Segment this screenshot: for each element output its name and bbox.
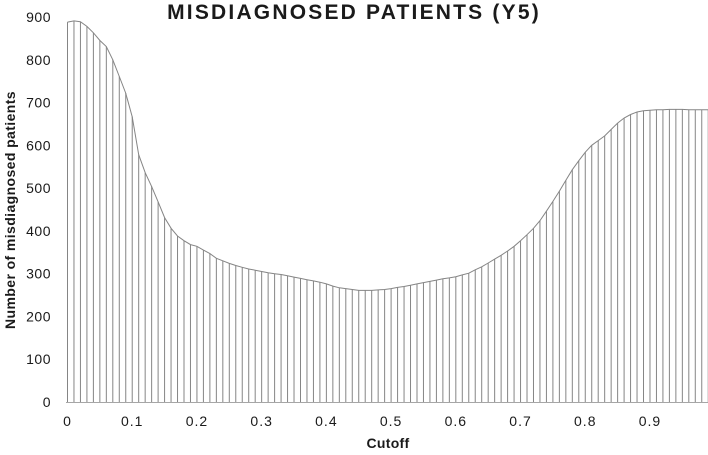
- x-tick-label: 0: [63, 413, 72, 429]
- x-tick-label: 0.1: [121, 413, 143, 429]
- x-tick-label: 0.8: [574, 413, 596, 429]
- y-tick-label: 400: [26, 223, 51, 239]
- x-tick-label: 0.4: [315, 413, 337, 429]
- y-tick-label: 700: [26, 95, 51, 111]
- y-tick-label: 300: [26, 266, 51, 282]
- y-tick-label: 0: [43, 394, 51, 410]
- x-tick-label: 0.7: [509, 413, 531, 429]
- series-line: [67, 20, 708, 291]
- y-tick-label: 500: [26, 180, 51, 196]
- x-tick-label: 0.3: [250, 413, 272, 429]
- x-tick-label: 0.5: [380, 413, 402, 429]
- y-tick-label: 800: [26, 52, 51, 68]
- y-tick-label: 100: [26, 351, 51, 367]
- chart-title: MISDIAGNOSED PATIENTS (Y5): [167, 1, 541, 24]
- x-axis-title: Cutoff: [366, 435, 410, 451]
- y-tick-label: 200: [26, 308, 51, 324]
- x-tick-label: 0.6: [445, 413, 467, 429]
- y-tick-label: 600: [26, 137, 51, 153]
- x-tick-label: 0.2: [186, 413, 208, 429]
- y-tick-label: 900: [26, 9, 51, 25]
- x-tick-label: 0.9: [639, 413, 661, 429]
